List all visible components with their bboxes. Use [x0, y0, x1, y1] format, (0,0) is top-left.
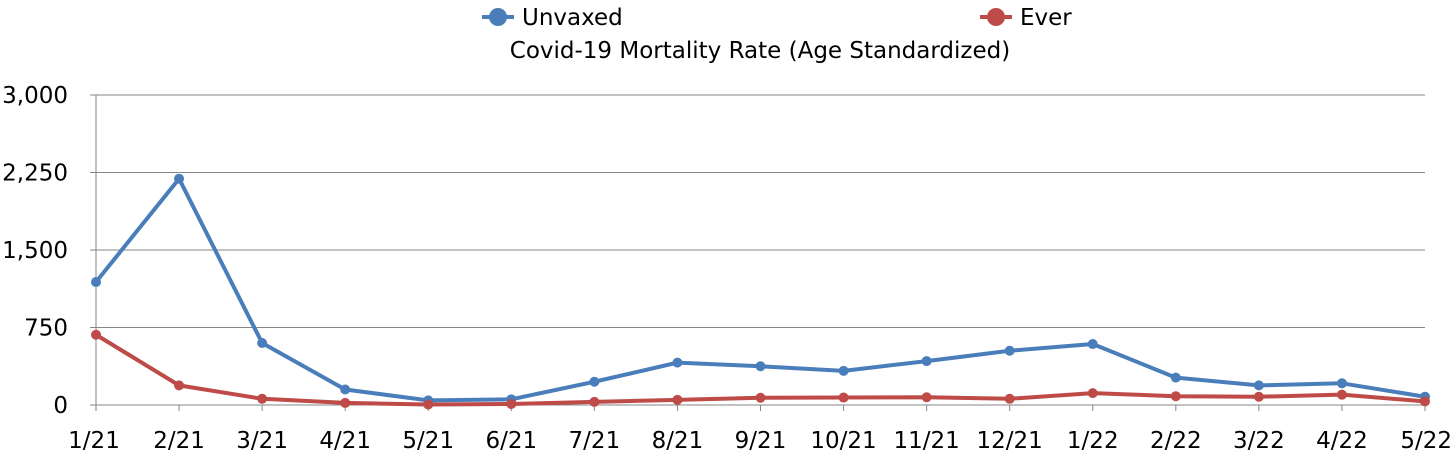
- data-point-unvaxed: [340, 384, 351, 395]
- y-tick-label: 0: [53, 393, 68, 419]
- data-point-ever: [423, 399, 434, 410]
- data-point-ever: [838, 392, 849, 403]
- y-tick-label: 2,250: [2, 161, 68, 187]
- data-point-unvaxed: [1087, 339, 1098, 350]
- data-point-ever: [1420, 396, 1430, 407]
- legend-label: Unvaxed: [522, 5, 623, 31]
- data-point-ever: [1336, 389, 1347, 400]
- data-point-ever: [921, 392, 932, 403]
- x-tick-label: 1/22: [1067, 428, 1119, 454]
- legend-label: Ever: [1020, 5, 1072, 31]
- series-layer: [91, 173, 1430, 410]
- gridlines: [96, 94, 1425, 328]
- data-point-unvaxed: [1253, 380, 1264, 391]
- data-point-ever: [1087, 388, 1098, 399]
- data-point-ever: [91, 329, 101, 340]
- legend-swatch-marker: [489, 8, 507, 26]
- chart-title: Covid-19 Mortality Rate (Age Standardize…: [510, 38, 1010, 64]
- data-point-unvaxed: [921, 356, 932, 367]
- x-tick-label: 5/21: [402, 428, 454, 454]
- x-tick-label: 3/21: [236, 428, 288, 454]
- y-axis-tick-labels: 0 750 1,500 2,250 3,000: [2, 83, 68, 419]
- data-point-unvaxed: [91, 277, 101, 288]
- x-tick-label: 4/22: [1316, 428, 1368, 454]
- x-axis-tick-labels: 1/21 2/21 3/21 4/21 5/21 6/21 7/21 8/21 9/21 10/2…: [68, 428, 1452, 454]
- data-point-ever: [1253, 391, 1264, 402]
- x-tick-label: 5/22: [1400, 428, 1452, 454]
- data-point-unvaxed: [174, 173, 185, 184]
- legend-item-ever: Ever: [980, 5, 1072, 31]
- legend-item-unvaxed: Unvaxed: [482, 5, 623, 31]
- x-tick-label: 6/21: [485, 428, 537, 454]
- data-point-ever: [340, 397, 351, 408]
- x-tick-label: 1/21: [68, 428, 120, 454]
- x-tick-label: 2/22: [1150, 428, 1202, 454]
- legend-swatch-marker: [987, 8, 1005, 26]
- x-tick-label: 11/21: [893, 428, 959, 454]
- y-tick-label: 750: [24, 316, 68, 342]
- y-tick-label: 1,500: [2, 238, 68, 264]
- data-point-unvaxed: [838, 365, 849, 376]
- data-point-unvaxed: [1170, 372, 1181, 383]
- data-point-ever: [506, 398, 517, 409]
- data-point-ever: [1004, 393, 1015, 404]
- data-point-unvaxed: [1336, 378, 1347, 389]
- axes: [90, 94, 1426, 411]
- x-tick-label: 10/21: [810, 428, 876, 454]
- series-ever: [91, 329, 1430, 410]
- data-point-ever: [1170, 391, 1181, 402]
- x-tick-label: 2/21: [153, 428, 205, 454]
- x-tick-label: 9/21: [735, 428, 787, 454]
- data-point-unvaxed: [755, 361, 766, 372]
- data-point-unvaxed: [257, 338, 268, 348]
- x-tick-label: 8/21: [652, 428, 704, 454]
- data-point-unvaxed: [589, 376, 600, 387]
- y-tick-label: 3,000: [2, 83, 68, 109]
- legend: Unvaxed Ever: [482, 5, 1072, 31]
- data-point-ever: [755, 392, 766, 403]
- data-point-unvaxed: [1004, 345, 1015, 356]
- data-point-unvaxed: [672, 357, 683, 368]
- data-point-ever: [257, 393, 268, 404]
- x-tick-label: 4/21: [319, 428, 371, 454]
- series-unvaxed: [91, 173, 1430, 406]
- x-tick-label: 7/21: [569, 428, 621, 454]
- x-tick-label: 3/22: [1233, 428, 1285, 454]
- data-point-ever: [174, 380, 185, 391]
- data-point-ever: [672, 394, 683, 405]
- data-point-ever: [589, 396, 600, 407]
- x-tick-label: 12/21: [977, 428, 1043, 454]
